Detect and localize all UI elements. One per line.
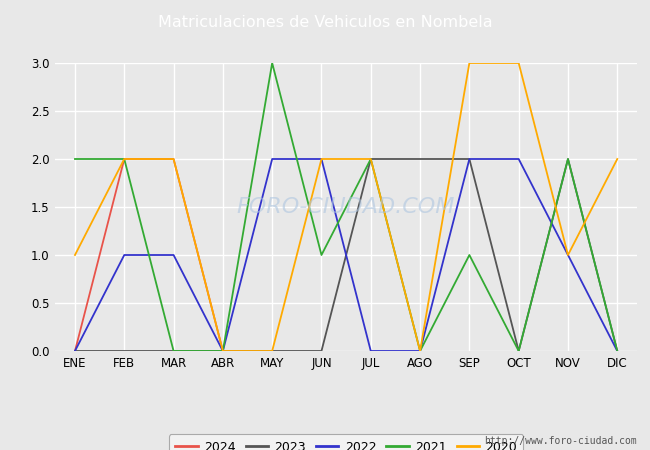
Text: Matriculaciones de Vehiculos en Nombela: Matriculaciones de Vehiculos en Nombela [158, 15, 492, 30]
Text: http://www.foro-ciudad.com: http://www.foro-ciudad.com [484, 436, 637, 446]
Legend: 2024, 2023, 2022, 2021, 2020: 2024, 2023, 2022, 2021, 2020 [169, 434, 523, 450]
Text: FORO-CIUDAD.COM: FORO-CIUDAD.COM [237, 197, 456, 217]
